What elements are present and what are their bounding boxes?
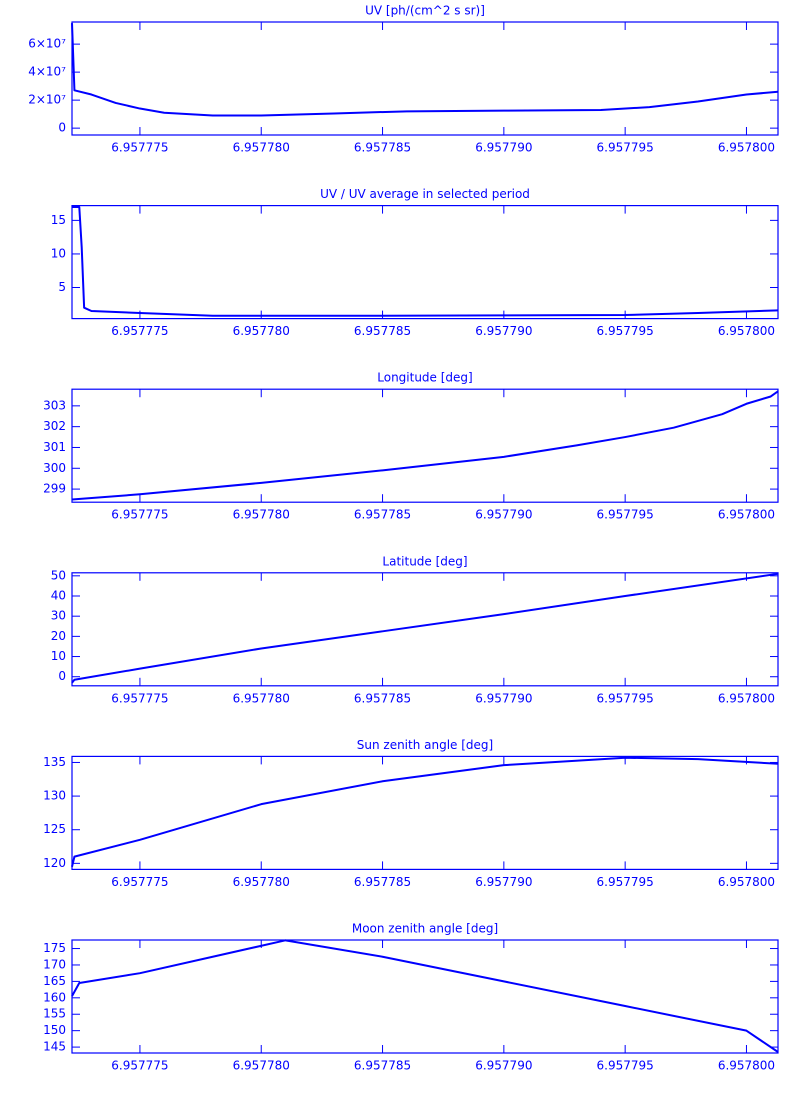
chart-title: Sun zenith angle [deg] (357, 738, 493, 752)
plot-frame (71, 388, 779, 503)
data-line (71, 23, 779, 117)
x-tick-label: 6.957790 (475, 324, 532, 338)
x-tick-label: 6.957780 (233, 691, 290, 705)
plot-frame (71, 21, 779, 136)
x-tick-label: 6.957785 (354, 1059, 411, 1073)
x-tick-label: 6.957775 (111, 1059, 168, 1073)
x-tick-label: 6.957785 (354, 508, 411, 522)
y-tick-label: 0 (58, 121, 66, 135)
x-tick-label: 6.957795 (597, 691, 654, 705)
x-tick-label: 6.957795 (597, 324, 654, 338)
x-tick-label: 6.957775 (111, 508, 168, 522)
x-tick-label: 6.957790 (475, 1059, 532, 1073)
x-tick-label: 6.957800 (718, 141, 775, 155)
y-tick-label: 170 (43, 957, 66, 971)
chart-title: UV [ph/(cm^2 s sr)] (365, 4, 485, 18)
x-tick-label: 6.957800 (718, 508, 775, 522)
data-line (71, 572, 779, 684)
chart-title: Longitude [deg] (377, 371, 472, 385)
x-tick-label: 6.957790 (475, 691, 532, 705)
y-tick-label: 5 (58, 280, 66, 294)
y-tick-label: 150 (43, 1023, 66, 1037)
y-tick-label: 30 (51, 609, 66, 623)
y-tick-label: 50 (51, 568, 66, 582)
x-tick-label: 6.957775 (111, 875, 168, 889)
x-tick-label: 6.957780 (233, 1059, 290, 1073)
y-tick-label: 145 (43, 1040, 66, 1054)
plot-frame (71, 755, 779, 871)
y-tick-label: 6×10⁷ (28, 37, 66, 51)
x-tick-label: 6.957785 (354, 875, 411, 889)
x-tick-label: 6.957780 (233, 875, 290, 889)
x-tick-label: 6.957790 (475, 141, 532, 155)
y-tick-label: 300 (43, 461, 66, 475)
x-tick-label: 6.957790 (475, 875, 532, 889)
plot-frame (71, 205, 779, 320)
plot-frame (71, 939, 779, 1054)
x-tick-label: 6.957775 (111, 324, 168, 338)
x-tick-label: 6.957780 (233, 508, 290, 522)
y-tick-label: 0 (58, 669, 66, 683)
y-tick-label: 165 (43, 974, 66, 988)
x-tick-label: 6.957785 (354, 324, 411, 338)
x-tick-label: 6.957800 (718, 1059, 775, 1073)
x-tick-label: 6.957800 (718, 324, 775, 338)
x-tick-label: 6.957780 (233, 141, 290, 155)
y-tick-label: 4×10⁷ (28, 65, 66, 79)
x-tick-label: 6.957795 (597, 1059, 654, 1073)
x-tick-label: 6.957795 (597, 508, 654, 522)
x-tick-label: 6.957795 (597, 141, 654, 155)
y-tick-label: 2×10⁷ (28, 93, 66, 107)
y-tick-label: 135 (43, 755, 66, 769)
x-tick-label: 6.957795 (597, 875, 654, 889)
data-line (71, 939, 779, 1053)
y-tick-label: 15 (51, 213, 66, 227)
y-tick-label: 160 (43, 990, 66, 1004)
x-tick-label: 6.957775 (111, 141, 168, 155)
y-tick-label: 303 (43, 398, 66, 412)
x-tick-label: 6.957785 (354, 141, 411, 155)
y-tick-label: 301 (43, 440, 66, 454)
chart-title: Latitude [deg] (382, 554, 467, 568)
y-tick-label: 10 (51, 649, 66, 663)
x-tick-label: 6.957790 (475, 508, 532, 522)
y-tick-label: 120 (43, 856, 66, 870)
y-tick-label: 20 (51, 629, 66, 643)
y-tick-label: 302 (43, 419, 66, 433)
y-tick-label: 125 (43, 822, 66, 836)
x-tick-label: 6.957775 (111, 691, 168, 705)
y-tick-label: 10 (51, 246, 66, 260)
y-tick-label: 155 (43, 1007, 66, 1021)
y-tick-label: 175 (43, 941, 66, 955)
x-tick-label: 6.957800 (718, 691, 775, 705)
x-tick-label: 6.957780 (233, 324, 290, 338)
plot-frame (71, 572, 779, 687)
chart-title: Moon zenith angle [deg] (352, 922, 498, 936)
y-tick-label: 40 (51, 589, 66, 603)
data-line (72, 205, 779, 317)
x-tick-label: 6.957800 (718, 875, 775, 889)
data-line (71, 756, 779, 867)
chart-title: UV / UV average in selected period (320, 187, 530, 201)
y-tick-label: 299 (43, 482, 66, 496)
x-tick-label: 6.957785 (354, 691, 411, 705)
data-line (71, 390, 779, 501)
y-tick-label: 130 (43, 789, 66, 803)
